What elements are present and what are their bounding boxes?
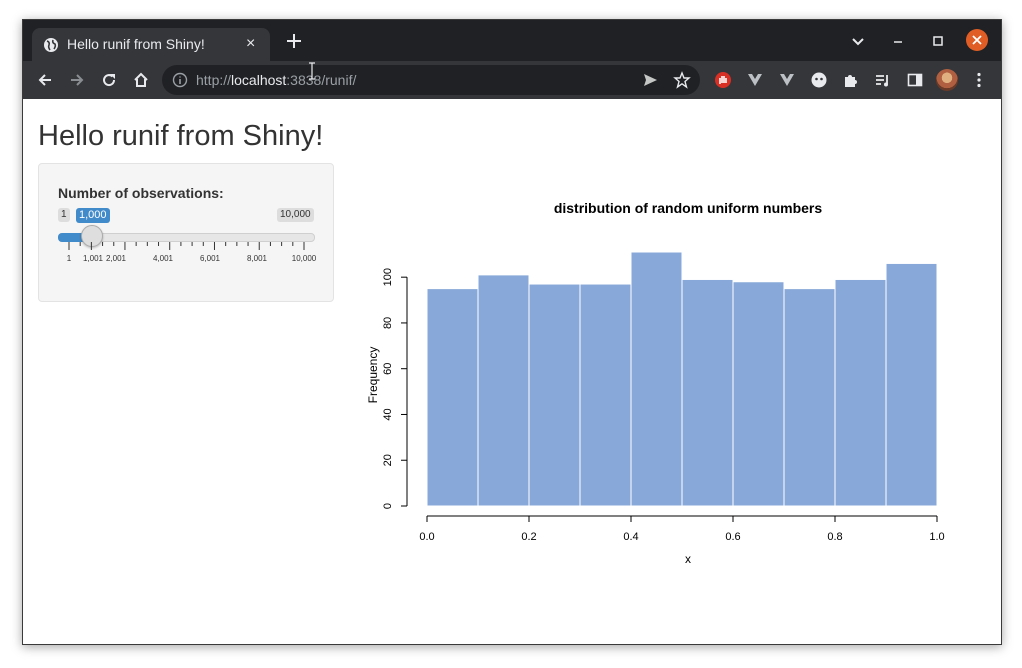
menu-kebab-icon[interactable] bbox=[970, 71, 988, 89]
slider-tick-label: 2,001 bbox=[105, 254, 127, 263]
stop-hand-extension-icon[interactable] bbox=[714, 71, 732, 89]
y-tick-label: 80 bbox=[382, 317, 394, 329]
slider-max-label: 10,000 bbox=[277, 208, 314, 222]
vue-devtools-icon[interactable] bbox=[746, 71, 764, 89]
histogram-bar bbox=[426, 288, 479, 507]
url-text: http://localhost:3838/runif/ bbox=[196, 72, 356, 88]
media-playlist-icon[interactable] bbox=[874, 71, 892, 89]
url-path: :3838/runif/ bbox=[286, 72, 357, 88]
back-icon[interactable] bbox=[36, 71, 54, 89]
x-tick-label: 0.4 bbox=[623, 531, 638, 543]
chart-axes: 0.0 0.2 0.4 0.6 0.8 1.0 0 20 40 60 80 100 bbox=[382, 268, 945, 543]
globe-icon bbox=[44, 38, 58, 52]
slider-handle[interactable] bbox=[81, 225, 103, 247]
histogram-bar bbox=[681, 278, 734, 507]
slider-label: Number of observations: bbox=[58, 185, 224, 201]
tab-search-icon[interactable] bbox=[849, 32, 867, 50]
page-title: Hello runif from Shiny! bbox=[38, 120, 324, 152]
browser-window: Hello runif from Shiny! × bbox=[22, 19, 1002, 645]
histogram-bar bbox=[579, 283, 632, 507]
side-panel-icon[interactable] bbox=[906, 71, 924, 89]
extensions-puzzle-icon[interactable] bbox=[842, 71, 860, 89]
page-content: Hello runif from Shiny! Number of observ… bbox=[23, 99, 1001, 644]
slider-tick-label: 10,000 bbox=[291, 254, 317, 263]
histogram-bar bbox=[732, 281, 785, 507]
bookmark-star-icon[interactable] bbox=[673, 71, 691, 89]
address-bar[interactable]: http://localhost:3838/runif/ bbox=[162, 62, 700, 95]
chart-title: distribution of random uniform numbers bbox=[554, 200, 823, 216]
info-icon[interactable] bbox=[172, 72, 188, 88]
forward-icon[interactable] bbox=[68, 71, 86, 89]
slider-tick-label: 1 bbox=[66, 254, 72, 263]
slider-tick-label: 8,001 bbox=[246, 254, 268, 263]
tab-close-icon[interactable]: × bbox=[246, 35, 256, 52]
maximize-icon[interactable] bbox=[929, 32, 947, 50]
slider-value-label: 1,000 bbox=[76, 208, 110, 223]
y-tick-label: 100 bbox=[382, 268, 394, 286]
url-host: localhost bbox=[231, 72, 287, 88]
histogram-bar bbox=[834, 278, 887, 507]
browser-tab[interactable]: Hello runif from Shiny! × bbox=[32, 28, 270, 61]
x-tick-label: 1.0 bbox=[929, 531, 944, 543]
title-bar: Hello runif from Shiny! × bbox=[23, 20, 1001, 61]
x-tick-label: 0.8 bbox=[827, 531, 842, 543]
y-tick-label: 40 bbox=[382, 408, 394, 420]
home-icon[interactable] bbox=[132, 71, 150, 89]
y-tick-label: 20 bbox=[382, 454, 394, 466]
slider-tick-label: 6,001 bbox=[199, 254, 221, 263]
x-axis-label: x bbox=[685, 552, 691, 566]
y-tick-label: 60 bbox=[382, 363, 394, 375]
histogram-bar bbox=[783, 288, 836, 507]
vue-devtools-alt-icon[interactable] bbox=[778, 71, 796, 89]
histogram-bar bbox=[528, 283, 581, 507]
sidebar-panel: Number of observations: 1 10,000 1,000 1… bbox=[38, 163, 334, 302]
profile-avatar[interactable] bbox=[936, 69, 958, 91]
x-tick-label: 0.0 bbox=[419, 531, 434, 543]
histogram-bars bbox=[426, 251, 938, 507]
new-tab-icon[interactable] bbox=[285, 32, 303, 50]
tab-title: Hello runif from Shiny! bbox=[67, 36, 205, 52]
browser-toolbar: http://localhost:3838/runif/ bbox=[23, 61, 1001, 100]
histogram-bar bbox=[477, 274, 530, 507]
text-cursor-icon bbox=[309, 62, 315, 80]
extension-face-icon[interactable] bbox=[810, 71, 828, 89]
slider-tick-label: 1,001 bbox=[82, 254, 104, 263]
histogram-chart: distribution of random uniform numbers F… bbox=[366, 200, 945, 566]
histogram-bar bbox=[630, 251, 683, 507]
x-tick-label: 0.2 bbox=[521, 531, 536, 543]
x-tick-label: 0.6 bbox=[725, 531, 740, 543]
send-icon[interactable] bbox=[641, 71, 659, 89]
slider-tick-label: 4,001 bbox=[152, 254, 174, 263]
reload-icon[interactable] bbox=[100, 71, 118, 89]
window-close-button[interactable] bbox=[966, 29, 988, 51]
y-tick-label: 0 bbox=[382, 503, 394, 509]
minimize-icon[interactable] bbox=[889, 32, 907, 50]
close-icon bbox=[972, 35, 982, 45]
url-scheme: http:// bbox=[196, 72, 232, 88]
slider-min-label: 1 bbox=[58, 208, 70, 222]
y-axis-label: Frequency bbox=[366, 347, 380, 404]
slider-fill bbox=[58, 233, 93, 242]
histogram-bar bbox=[885, 262, 938, 507]
